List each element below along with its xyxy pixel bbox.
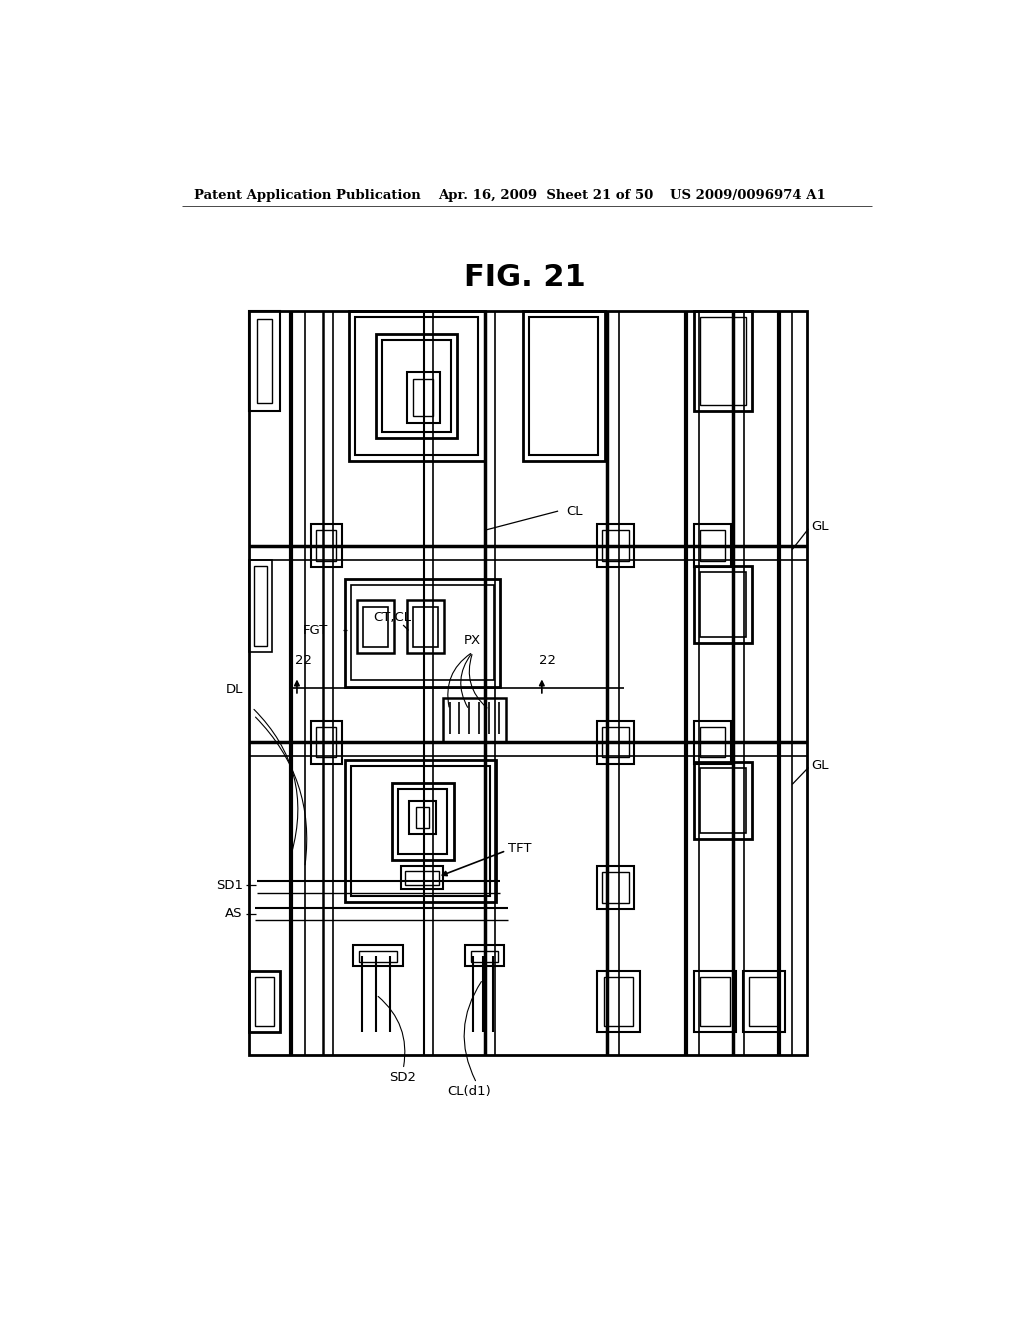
Bar [597, 524, 634, 568]
Bar [257, 318, 272, 404]
Bar [249, 560, 272, 652]
Bar [700, 317, 745, 405]
Bar [700, 726, 725, 758]
Bar [465, 945, 504, 966]
Bar [351, 766, 489, 896]
Bar [700, 572, 745, 636]
Bar [382, 341, 452, 432]
Text: SD1: SD1 [216, 879, 243, 892]
Bar [311, 524, 342, 568]
Bar [416, 807, 429, 829]
Text: 22: 22 [539, 655, 556, 668]
Bar [355, 317, 478, 455]
Bar [397, 789, 447, 854]
Text: 22: 22 [295, 655, 312, 668]
Text: GL: GL [812, 520, 829, 533]
Bar [255, 977, 273, 1026]
Bar [400, 866, 443, 890]
Text: AS: AS [225, 907, 243, 920]
Text: CL: CL [566, 504, 583, 517]
Text: PX: PX [464, 634, 480, 647]
Bar [249, 970, 280, 1032]
Bar [602, 726, 629, 758]
Text: GL: GL [812, 759, 829, 772]
Bar [316, 531, 337, 561]
Bar [602, 873, 629, 903]
Text: SD2: SD2 [389, 1071, 417, 1084]
Bar [406, 871, 438, 884]
Bar [693, 721, 731, 763]
Bar [345, 760, 496, 903]
Bar [349, 312, 484, 461]
Bar [254, 566, 266, 645]
Bar [407, 372, 439, 422]
Bar [376, 334, 458, 438]
Bar [471, 950, 498, 961]
Bar [749, 977, 779, 1026]
Bar [410, 800, 435, 834]
Bar [602, 531, 629, 561]
Bar [523, 312, 604, 461]
Bar [742, 970, 785, 1032]
Bar [249, 312, 807, 1056]
Bar [700, 531, 725, 561]
Bar [693, 312, 752, 411]
Bar [597, 866, 634, 909]
Bar [345, 578, 500, 686]
Bar [693, 524, 731, 568]
Bar [391, 783, 454, 859]
Bar [414, 379, 433, 416]
Bar [362, 607, 388, 647]
Bar [693, 970, 736, 1032]
Bar [693, 762, 752, 840]
Bar [700, 768, 745, 833]
Text: US 2009/0096974 A1: US 2009/0096974 A1 [671, 189, 826, 202]
Text: CT,CL: CT,CL [373, 611, 411, 624]
Text: DL: DL [225, 684, 243, 696]
Bar [693, 566, 752, 643]
Bar [597, 721, 634, 763]
Text: Patent Application Publication: Patent Application Publication [194, 189, 421, 202]
Bar [359, 950, 397, 961]
Bar [351, 585, 494, 681]
Bar [407, 601, 444, 653]
Text: Apr. 16, 2009  Sheet 21 of 50: Apr. 16, 2009 Sheet 21 of 50 [438, 189, 653, 202]
Bar [249, 312, 280, 411]
Bar [356, 601, 394, 653]
Text: FGT: FGT [302, 624, 328, 638]
Text: CL(d1): CL(d1) [447, 1085, 490, 1098]
Bar [352, 945, 403, 966]
Bar [442, 698, 506, 742]
Text: TFT: TFT [508, 842, 531, 855]
Bar [529, 317, 598, 455]
Bar [414, 607, 438, 647]
Bar [597, 970, 640, 1032]
Text: FIG. 21: FIG. 21 [464, 263, 586, 292]
Bar [700, 977, 730, 1026]
Bar [604, 977, 633, 1026]
Bar [316, 726, 337, 758]
Bar [311, 721, 342, 763]
